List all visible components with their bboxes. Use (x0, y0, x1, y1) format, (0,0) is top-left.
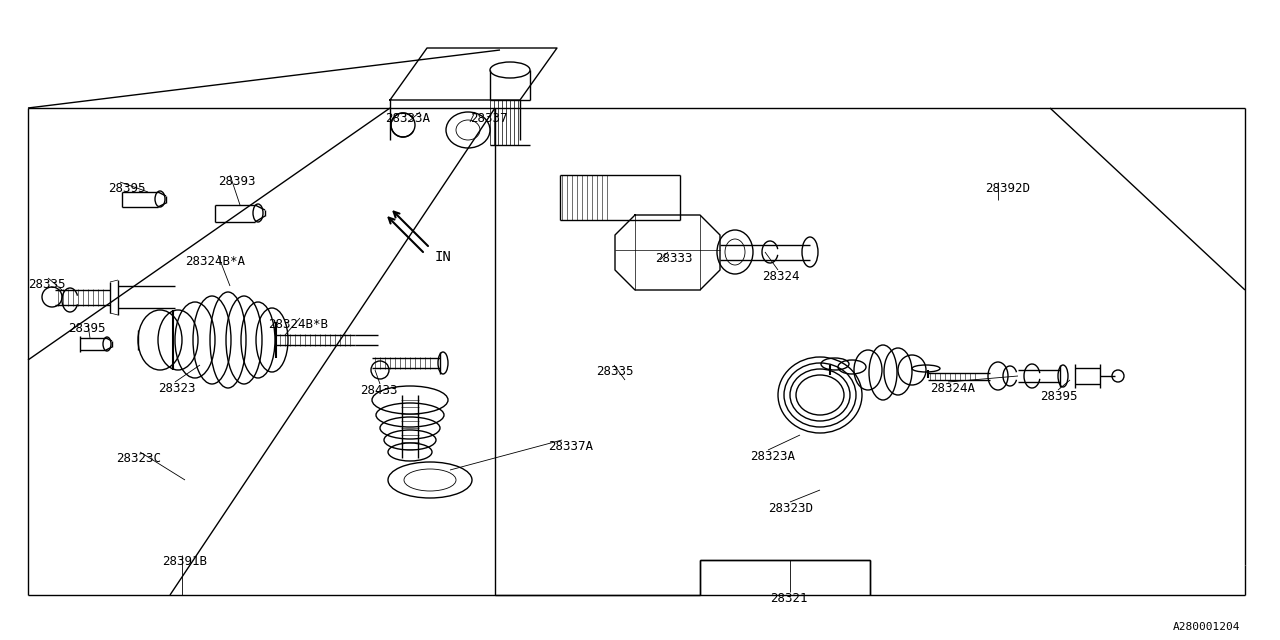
Text: 28323A: 28323A (750, 450, 795, 463)
Text: 28333A: 28333A (385, 112, 430, 125)
Text: 28395: 28395 (68, 322, 105, 335)
Text: 28335: 28335 (596, 365, 634, 378)
Text: 28324: 28324 (762, 270, 800, 283)
Text: A280001204: A280001204 (1172, 622, 1240, 632)
Text: 28395: 28395 (108, 182, 146, 195)
Text: 28323C: 28323C (116, 452, 161, 465)
Text: 28323: 28323 (157, 382, 196, 395)
Text: 28393: 28393 (218, 175, 256, 188)
Text: 28321: 28321 (771, 592, 808, 605)
Text: 28337A: 28337A (548, 440, 593, 453)
Text: 28323D: 28323D (768, 502, 813, 515)
Text: 28395: 28395 (1039, 390, 1078, 403)
Text: 28324A: 28324A (931, 382, 975, 395)
Text: 28324B*A: 28324B*A (186, 255, 244, 268)
Text: 28392D: 28392D (986, 182, 1030, 195)
Text: 28433: 28433 (360, 384, 398, 397)
Text: 28391B: 28391B (163, 555, 207, 568)
Text: 28335: 28335 (28, 278, 65, 291)
Text: 28337: 28337 (470, 112, 507, 125)
Text: 28324B*B: 28324B*B (268, 318, 328, 331)
Text: 28333: 28333 (655, 252, 692, 265)
Text: IN: IN (435, 250, 452, 264)
